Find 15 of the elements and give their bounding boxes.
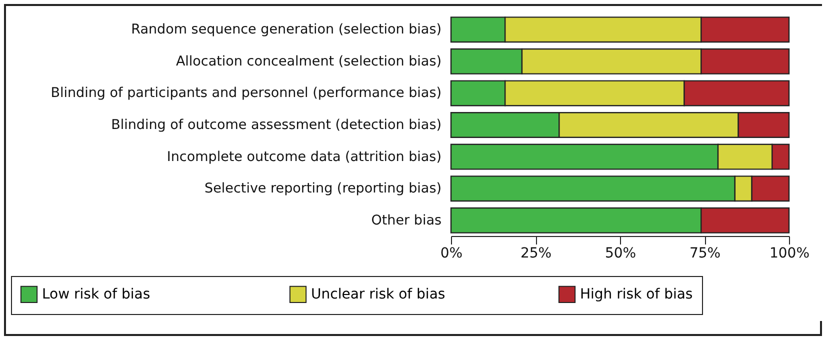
y-tick-label: Blinding of participants and personnel (performance bias)	[50, 85, 442, 102]
x-tick-label: 25%	[520, 246, 552, 262]
x-tick-label: 75%	[689, 246, 721, 262]
y-tick-label: Blinding of outcome assessment (detection bias)	[111, 117, 442, 133]
y-tick-label: Random sequence generation (selection bias)	[131, 22, 442, 38]
x-tick-label: 50%	[604, 246, 636, 262]
legend-label: Low risk of bias	[42, 286, 150, 302]
legend-label: High risk of bias	[580, 286, 693, 302]
x-tick-label: 100%	[769, 246, 810, 262]
y-tick-label: Selective reporting (reporting bias)	[204, 180, 442, 197]
y-tick-label: Other bias	[371, 212, 442, 228]
x-tick-label: 0%	[440, 246, 463, 262]
legend-label: Unclear risk of bias	[311, 286, 446, 302]
y-tick-label: Allocation concealment (selection bias)	[176, 53, 442, 70]
y-tick-label: Incomplete outcome data (attrition bias)	[166, 148, 442, 165]
